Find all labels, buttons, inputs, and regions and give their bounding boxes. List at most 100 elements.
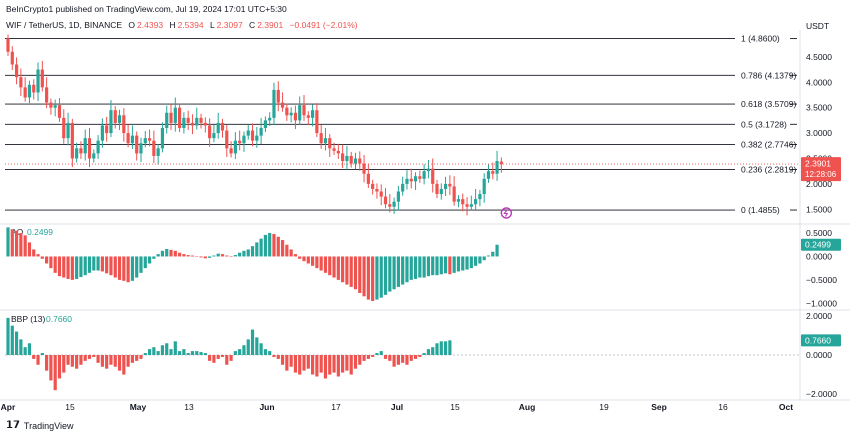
ao-bar [165, 248, 169, 257]
ao-bar [478, 256, 482, 264]
candle-body [456, 199, 461, 202]
ao-badge-value: 0.2499 [805, 240, 831, 250]
ao-bar [366, 256, 370, 300]
bbp-bar [388, 355, 392, 361]
y-tick-label: 1.5000 [806, 204, 832, 214]
bbp-bar [14, 331, 19, 355]
candle-body [371, 183, 375, 189]
ao-bar [491, 251, 495, 257]
bbp-bar [109, 355, 113, 365]
candle-body [366, 173, 370, 184]
bbp-bar [422, 353, 426, 355]
fib-level-label: 0.236 (2.2819) [741, 165, 796, 175]
bbp-bar [165, 343, 169, 355]
bbp-bar [229, 355, 233, 361]
fib-level-label: 0.5 (3.1728) [741, 119, 787, 129]
ao-bar [246, 249, 250, 257]
ao-bar [126, 256, 130, 283]
ao-bar [268, 233, 272, 257]
ao-bar [349, 256, 353, 287]
candle-body [439, 188, 443, 195]
bbp-value-badge [801, 334, 841, 347]
ao-bar [233, 255, 237, 257]
ao-bar [19, 233, 23, 257]
tradingview-logo[interactable]: ⁠𝟭𝟳 TradingView [6, 420, 73, 431]
bbp-bar [263, 349, 267, 355]
ao-bar [358, 256, 362, 294]
bbp-bar [233, 351, 237, 355]
bbp-bar [276, 355, 280, 359]
ao-bar [139, 256, 143, 273]
bbp-bar [383, 355, 388, 359]
bbp-bar [332, 355, 336, 373]
candle-body [448, 183, 452, 187]
candle-body [362, 163, 366, 174]
bbp-bar [49, 355, 53, 381]
ao-bar [250, 246, 255, 257]
bbp-bar [199, 352, 203, 355]
bbp-bar [79, 355, 83, 365]
ao-bar [147, 256, 152, 264]
candle-body [208, 125, 212, 139]
ao-bar [117, 256, 122, 280]
candle-body [418, 176, 422, 179]
y-tick-label: 3.5000 [806, 103, 832, 113]
bbp-bar [40, 353, 44, 355]
candle-body [465, 204, 469, 207]
bbp-bar [371, 355, 375, 357]
candle-body [220, 122, 225, 131]
bbp-bar [379, 351, 383, 355]
ao-bar [182, 254, 186, 257]
x-tick-label: 16 [718, 402, 728, 412]
ao-bar [160, 250, 165, 257]
ao-bar [469, 256, 473, 269]
bbp-bar [27, 343, 32, 355]
ao-bar [186, 255, 190, 257]
ao-bar [255, 242, 259, 257]
bbp-bar [418, 355, 422, 357]
bbp-badge-value: 0.7660 [805, 335, 831, 345]
x-tick-label: 15 [450, 402, 460, 412]
ao-bar [293, 254, 298, 257]
bbp-bar [259, 343, 263, 355]
bbp-bar [401, 355, 405, 363]
candle-body [358, 158, 362, 164]
ao-bar [345, 256, 349, 285]
ao-bar [328, 256, 332, 276]
candle-body [435, 183, 439, 195]
bbp-bar [448, 340, 452, 355]
candle-body [388, 204, 392, 207]
currency-label: USDT [806, 21, 830, 31]
bbp-bar [216, 355, 220, 359]
candle-body [302, 105, 306, 116]
bbp-bar [302, 355, 306, 371]
ao-bar [486, 255, 491, 257]
candle-body [349, 155, 353, 164]
bbp-bar [358, 355, 362, 365]
ao-bar [96, 256, 100, 271]
ao-bar [75, 256, 79, 279]
ao-bar [23, 235, 27, 257]
ao-bar [216, 253, 220, 257]
bbp-bar [435, 343, 439, 355]
x-tick-label: Oct [779, 402, 793, 412]
bbp-bar [36, 355, 40, 365]
bbp-bar [362, 355, 366, 361]
bbp-bar [62, 355, 66, 373]
symbol-label[interactable]: WIF / TetherUS, 1D, BINANCE [6, 20, 123, 30]
bbp-bar [280, 355, 285, 365]
bbp-bar [190, 351, 195, 355]
candle-body [109, 110, 113, 134]
candle-body [491, 171, 495, 174]
bbp-bar [126, 355, 130, 367]
candle-body [268, 117, 272, 121]
ao-bar [371, 256, 375, 301]
candle-body [345, 155, 349, 162]
ao-bar [135, 256, 139, 278]
candle-body [263, 120, 267, 128]
ao-bar [143, 256, 147, 269]
ao-bar [173, 250, 177, 257]
ao-bar [263, 234, 267, 257]
bbp-bar [426, 349, 431, 355]
ao-bar [79, 256, 83, 278]
